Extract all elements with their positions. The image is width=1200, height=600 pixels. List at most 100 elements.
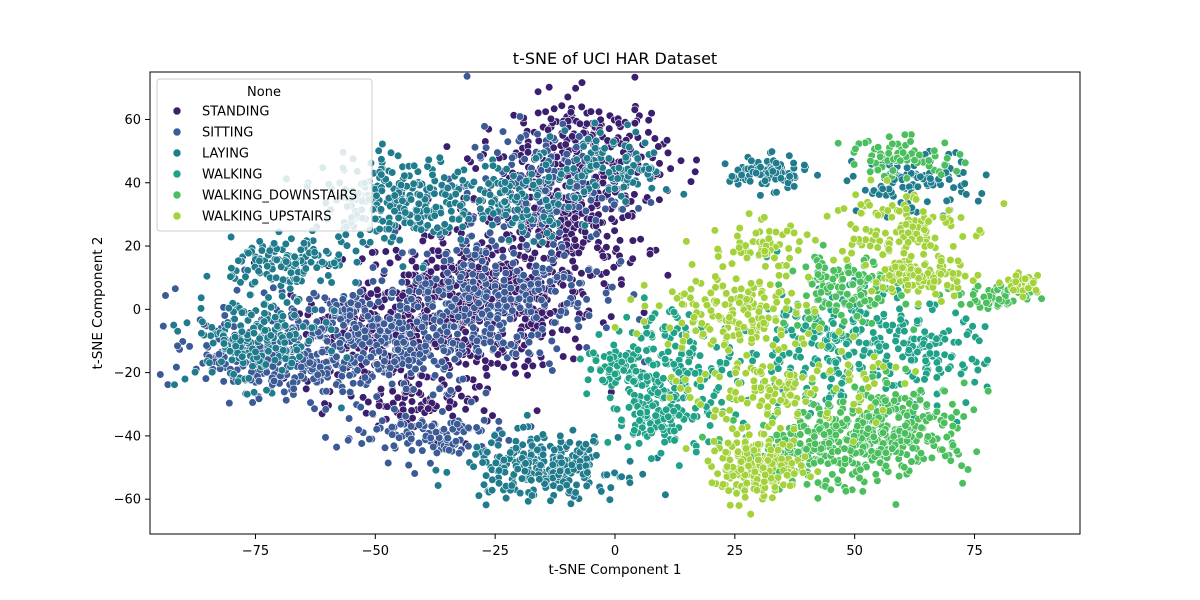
data-point	[586, 365, 595, 374]
data-point	[659, 374, 668, 383]
data-point	[605, 354, 615, 363]
data-point	[824, 300, 834, 309]
data-point	[530, 248, 540, 258]
data-point	[801, 262, 811, 272]
data-point	[349, 379, 358, 388]
data-point	[606, 393, 615, 402]
data-point	[833, 447, 842, 456]
data-point	[487, 198, 496, 207]
data-point	[426, 267, 436, 276]
data-point	[286, 268, 296, 277]
data-point	[541, 195, 551, 205]
data-point	[440, 173, 449, 182]
data-point	[401, 412, 410, 421]
data-point	[368, 248, 377, 257]
data-point	[691, 167, 700, 176]
data-point	[962, 190, 971, 199]
data-point	[414, 274, 423, 283]
data-point	[670, 436, 679, 445]
data-point	[431, 371, 440, 380]
data-point	[802, 291, 811, 300]
data-point	[984, 387, 993, 396]
data-point	[970, 378, 979, 387]
data-point	[482, 371, 492, 380]
data-point	[486, 337, 495, 347]
data-point	[378, 416, 387, 425]
data-point	[535, 475, 544, 484]
data-point	[464, 215, 473, 224]
data-point	[952, 167, 961, 176]
data-point	[493, 148, 502, 157]
data-point	[558, 243, 567, 252]
data-point	[840, 454, 850, 464]
data-point	[493, 350, 503, 359]
data-point	[321, 433, 330, 442]
data-point	[271, 344, 280, 353]
data-point	[434, 286, 443, 295]
data-point	[610, 200, 619, 209]
data-point	[568, 132, 577, 141]
data-point	[202, 272, 211, 281]
data-point	[564, 203, 573, 212]
data-point	[521, 199, 531, 208]
data-point	[907, 457, 916, 466]
data-point	[869, 257, 878, 267]
data-point	[353, 301, 363, 310]
data-point	[715, 358, 725, 367]
data-point	[182, 318, 192, 327]
data-point	[433, 223, 442, 232]
data-point	[407, 295, 416, 304]
data-point	[858, 487, 867, 496]
data-point	[396, 420, 405, 429]
data-point	[602, 268, 611, 277]
data-point	[305, 295, 314, 304]
data-point	[589, 436, 598, 446]
data-point	[598, 252, 608, 261]
data-points-layer	[156, 72, 1046, 519]
data-point	[500, 186, 510, 195]
data-point	[322, 247, 331, 256]
data-point	[662, 136, 672, 145]
data-point	[720, 159, 730, 168]
data-point	[628, 254, 637, 263]
data-point	[390, 191, 399, 200]
data-point	[481, 388, 491, 398]
data-point	[533, 130, 542, 139]
data-point	[901, 364, 910, 374]
data-point	[486, 311, 495, 320]
data-point	[387, 322, 396, 331]
data-point	[499, 338, 508, 347]
data-point	[785, 151, 794, 160]
data-point	[922, 400, 931, 409]
data-point	[481, 356, 490, 365]
data-point	[752, 350, 761, 359]
data-point	[572, 143, 581, 152]
data-point	[415, 350, 424, 359]
data-point	[634, 439, 644, 448]
data-point	[849, 172, 858, 181]
data-point	[572, 155, 581, 164]
data-point	[380, 443, 390, 452]
data-point	[520, 155, 529, 164]
data-point	[646, 198, 656, 207]
data-point	[220, 311, 229, 320]
data-point	[647, 184, 656, 193]
data-point	[475, 196, 484, 205]
data-point	[642, 346, 651, 355]
data-point	[901, 300, 910, 309]
data-point	[533, 191, 542, 200]
data-point	[230, 314, 239, 324]
data-point	[423, 162, 432, 171]
data-point	[255, 237, 264, 246]
data-point	[511, 437, 521, 446]
data-point	[402, 384, 411, 394]
data-point	[373, 360, 382, 369]
data-point	[249, 329, 259, 338]
data-point	[551, 287, 560, 296]
data-point	[923, 432, 933, 441]
data-point	[407, 446, 417, 455]
data-point	[428, 170, 437, 179]
data-point	[360, 326, 369, 335]
data-point	[602, 243, 611, 252]
data-point	[516, 133, 525, 142]
